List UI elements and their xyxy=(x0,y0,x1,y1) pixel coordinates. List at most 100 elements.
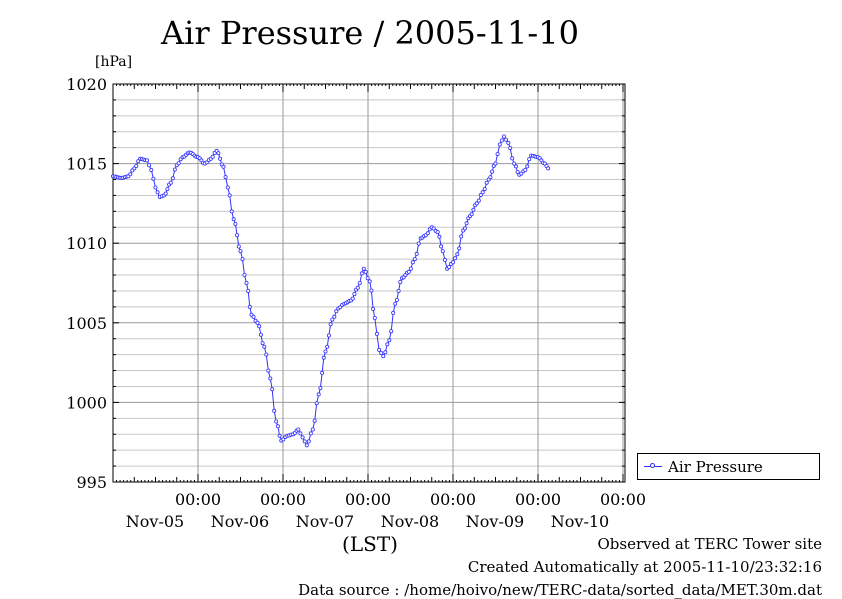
data-point xyxy=(323,349,328,354)
data-point xyxy=(357,280,362,285)
axis-layer: 995 1000 1005 1010 1015 1020 00:00 Nov-05 00:00 N… xyxy=(66,75,646,531)
data-point xyxy=(365,276,370,281)
data-point xyxy=(352,292,357,297)
data-point xyxy=(227,193,232,198)
x-tick-date-label: Nov-08 xyxy=(381,512,439,531)
data-point xyxy=(361,266,366,271)
data-point xyxy=(453,256,458,261)
data-point xyxy=(474,201,479,206)
data-point xyxy=(476,198,481,203)
data-point xyxy=(260,341,265,346)
legend: Air Pressure xyxy=(637,453,820,480)
data-point xyxy=(431,226,436,231)
x-tick-time-label: 00:00 xyxy=(175,490,221,509)
data-point xyxy=(298,431,303,436)
data-point xyxy=(236,244,241,249)
data-point xyxy=(499,138,504,143)
data-point xyxy=(330,317,335,322)
data-point xyxy=(242,272,247,277)
credit-observed: Observed at TERC Tower site xyxy=(597,535,822,553)
data-point xyxy=(235,233,240,238)
data-point xyxy=(240,257,245,262)
data-point xyxy=(308,431,313,436)
data-point xyxy=(510,156,515,161)
data-point xyxy=(513,164,518,169)
data-point xyxy=(490,169,495,174)
data-point xyxy=(332,314,337,319)
data-point xyxy=(296,427,301,432)
x-tick-date-label: Nov-09 xyxy=(466,512,524,531)
data-point xyxy=(381,354,386,359)
data-point xyxy=(350,296,355,301)
data-point xyxy=(144,158,149,163)
data-point xyxy=(272,408,277,413)
y-tick-label: 1020 xyxy=(66,75,107,94)
data-point xyxy=(238,249,243,254)
data-point xyxy=(262,344,267,349)
data-point xyxy=(300,435,305,440)
data-point xyxy=(425,231,430,236)
data-point xyxy=(396,288,401,293)
data-point xyxy=(371,306,376,311)
data-point xyxy=(497,142,502,147)
data-point xyxy=(484,180,489,185)
data-point xyxy=(244,280,249,285)
y-tick-label: 995 xyxy=(76,473,107,492)
data-point xyxy=(247,304,252,309)
data-point xyxy=(515,169,520,174)
data-point xyxy=(457,246,462,251)
data-point xyxy=(440,249,445,254)
y-tick-label: 1010 xyxy=(66,234,107,253)
data-point xyxy=(155,190,160,195)
data-point xyxy=(310,427,315,432)
data-point xyxy=(229,209,234,214)
data-point xyxy=(480,190,485,195)
data-point xyxy=(506,140,511,145)
data-point xyxy=(218,156,223,161)
y-tick-label: 1005 xyxy=(66,314,107,333)
data-point xyxy=(527,157,532,162)
data-point xyxy=(216,151,221,156)
data-point xyxy=(462,226,467,231)
data-point xyxy=(233,221,238,226)
data-point xyxy=(312,418,317,423)
chart-title: Air Pressure / 2005-11-10 xyxy=(161,14,579,52)
data-point xyxy=(406,269,411,274)
data-point xyxy=(493,161,498,166)
data-point xyxy=(398,279,403,284)
data-point xyxy=(223,175,228,180)
data-point xyxy=(328,322,333,327)
data-point xyxy=(210,154,215,159)
data-point xyxy=(277,433,282,438)
data-point xyxy=(469,212,474,217)
x-tick-time-label: 00:00 xyxy=(515,490,561,509)
x-tick-date-label: Nov-05 xyxy=(126,512,184,531)
data-point xyxy=(374,331,379,336)
x-tick-date-label: Nov-07 xyxy=(296,512,354,531)
data-point xyxy=(264,352,269,357)
data-point xyxy=(258,332,263,337)
data-point xyxy=(147,163,152,168)
data-point xyxy=(369,288,374,293)
data-point xyxy=(439,244,444,249)
data-point xyxy=(459,234,464,239)
data-point xyxy=(306,439,311,444)
data-point xyxy=(170,176,175,181)
data-point xyxy=(416,241,421,246)
data-point xyxy=(471,207,476,212)
data-point xyxy=(275,424,280,429)
data-point xyxy=(464,221,469,226)
credit-data-source: Data source : /home/hoivo/new/TERC-data/… xyxy=(298,581,822,599)
data-point xyxy=(318,386,323,391)
data-point xyxy=(446,265,451,270)
data-point xyxy=(450,260,455,265)
data-point xyxy=(387,338,392,343)
data-point xyxy=(523,167,528,172)
data-point xyxy=(512,161,517,166)
data-point xyxy=(377,347,382,352)
data-point xyxy=(151,176,156,181)
data-point xyxy=(134,163,139,168)
data-point xyxy=(363,269,368,274)
data-point xyxy=(385,342,390,347)
data-point xyxy=(149,167,154,172)
